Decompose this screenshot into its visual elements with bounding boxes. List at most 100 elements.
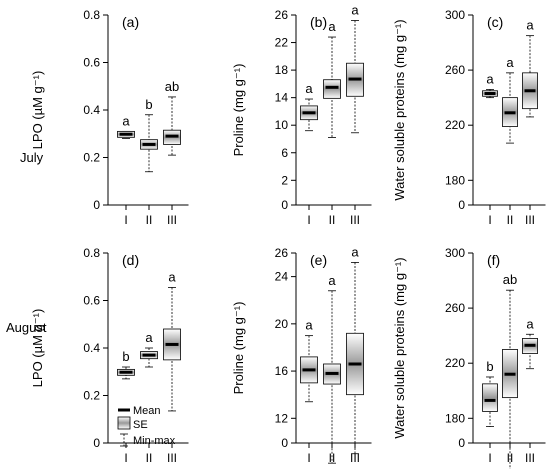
y-axis-label: LPO (µM g⁻¹) bbox=[30, 71, 45, 150]
y-tick-label: 0.4 bbox=[83, 341, 100, 355]
box-II: II a bbox=[502, 55, 518, 227]
x-tick-label: I bbox=[307, 213, 310, 227]
box-III: III a bbox=[346, 244, 364, 465]
y-tick-label: 180 bbox=[445, 411, 465, 425]
y-tick-label: 18 bbox=[275, 63, 289, 77]
row-label-august: August bbox=[6, 320, 47, 335]
row-label-july: July bbox=[20, 150, 44, 165]
box-II: II a bbox=[323, 273, 341, 465]
box-II: II a bbox=[323, 19, 341, 227]
y-tick-label: 0 bbox=[458, 198, 465, 212]
significance-letter: a bbox=[486, 71, 494, 86]
se-box bbox=[482, 383, 498, 412]
panel-f: 0 180 220 260 300 Water soluble proteins (mg … bbox=[392, 246, 546, 469]
y-tick-label: 20 bbox=[275, 317, 289, 331]
panel-label: (a) bbox=[122, 14, 139, 30]
y-tick-label: 12 bbox=[275, 411, 289, 425]
x-tick-label: III bbox=[350, 213, 360, 227]
y-axis-label: Water soluble proteins (mg g⁻¹) bbox=[392, 19, 407, 200]
y-tick-label: 0.2 bbox=[83, 151, 100, 165]
y-tick-label: 300 bbox=[445, 8, 465, 22]
box-III: III a bbox=[346, 3, 364, 227]
panel-label: (d) bbox=[122, 252, 139, 268]
legend-minmax-label: Min-max bbox=[133, 435, 176, 447]
legend-mean-label: Mean bbox=[133, 405, 161, 417]
y-tick-label: 0.8 bbox=[83, 8, 100, 22]
x-tick-label: II bbox=[329, 213, 336, 227]
box-I: Ia bbox=[117, 113, 135, 227]
x-tick-label: II bbox=[146, 213, 153, 227]
y-tick-label: 300 bbox=[445, 246, 465, 260]
y-tick-label: 0 bbox=[93, 436, 100, 450]
y-tick-label: 0.6 bbox=[83, 294, 100, 308]
box-I: Ia bbox=[482, 71, 498, 227]
x-tick-label: I bbox=[124, 213, 127, 227]
significance-letter: ab bbox=[165, 79, 179, 94]
y-tick-label: 0.4 bbox=[83, 103, 100, 117]
panel-label: (b) bbox=[310, 14, 327, 30]
y-axis-label: LPO (µM g⁻¹) bbox=[30, 309, 45, 388]
y-tick-label: 0 bbox=[458, 436, 465, 450]
se-box bbox=[323, 79, 341, 99]
y-axis-label: Proline (mg g⁻¹) bbox=[231, 64, 246, 157]
x-tick-label: II bbox=[329, 451, 336, 465]
legend: Mean SE Min-max bbox=[117, 405, 176, 447]
significance-letter: a bbox=[526, 316, 534, 331]
significance-letter: a bbox=[305, 81, 313, 96]
significance-letter: b bbox=[122, 349, 129, 364]
x-tick-label: I bbox=[307, 451, 310, 465]
box-III: III a bbox=[163, 269, 181, 465]
panel-a: 0 0.2 0.4 0.6 0.8 LPO (µM g⁻¹) (a) Ia II b III ab bbox=[30, 8, 189, 227]
box-II: II a bbox=[140, 330, 158, 465]
y-tick-label: 2 bbox=[281, 173, 288, 187]
panel-label: (f) bbox=[487, 252, 500, 268]
x-tick-label: III bbox=[167, 451, 177, 465]
significance-letter: a bbox=[328, 273, 336, 288]
y-tick-label: 0.2 bbox=[83, 389, 100, 403]
significance-letter: b bbox=[486, 359, 493, 374]
box-III: III a bbox=[522, 316, 538, 465]
y-tick-label: 260 bbox=[445, 63, 465, 77]
significance-letter: ab bbox=[503, 272, 517, 287]
y-tick-label: 26 bbox=[275, 246, 289, 260]
x-tick-label: III bbox=[525, 213, 535, 227]
significance-letter: a bbox=[351, 3, 359, 18]
y-tick-label: 180 bbox=[445, 173, 465, 187]
box-III: III a bbox=[522, 18, 538, 227]
x-tick-label: I bbox=[488, 451, 491, 465]
box-I: Ib bbox=[117, 349, 135, 465]
panel-d: 0 0.2 0.4 0.6 0.8 LPO (µM g⁻¹) (d) Ib II a III a bbox=[30, 246, 189, 465]
x-tick-label: I bbox=[124, 451, 127, 465]
y-tick-label: 0 bbox=[281, 198, 288, 212]
x-tick-label: III bbox=[167, 213, 177, 227]
y-tick-label: 0 bbox=[93, 198, 100, 212]
box-I: Ia bbox=[300, 318, 318, 465]
x-tick-label: II bbox=[507, 213, 514, 227]
y-tick-label: 22 bbox=[275, 36, 289, 50]
box-II: II b bbox=[140, 97, 158, 227]
y-tick-label: 260 bbox=[445, 301, 465, 315]
y-tick-label: 26 bbox=[275, 8, 289, 22]
significance-letter: a bbox=[305, 318, 313, 333]
x-tick-label: I bbox=[488, 213, 491, 227]
legend-se-label: SE bbox=[133, 419, 148, 431]
significance-letter: a bbox=[328, 19, 336, 34]
panel-e: 0 12 16 20 24 26 Proline (mg g⁻¹) (e) Ia II a III a bbox=[231, 244, 372, 465]
y-tick-label: 24 bbox=[275, 270, 289, 284]
box-I: Ia bbox=[300, 81, 318, 227]
significance-letter: a bbox=[506, 55, 514, 70]
y-tick-label: 14 bbox=[275, 91, 289, 105]
y-tick-label: 10 bbox=[275, 118, 289, 132]
significance-letter: a bbox=[145, 330, 153, 345]
y-tick-label: 0 bbox=[281, 436, 288, 450]
legend-se-swatch bbox=[117, 416, 131, 430]
x-tick-label: III bbox=[350, 451, 360, 465]
panel-label: (e) bbox=[310, 252, 327, 268]
y-tick-label: 16 bbox=[275, 364, 289, 378]
panel-c: 0 180 220 260 300 Water soluble proteins (mg … bbox=[392, 8, 546, 227]
significance-letter: a bbox=[526, 18, 534, 33]
significance-letter: b bbox=[145, 97, 152, 112]
y-axis-label: Proline (mg g⁻¹) bbox=[231, 302, 246, 395]
